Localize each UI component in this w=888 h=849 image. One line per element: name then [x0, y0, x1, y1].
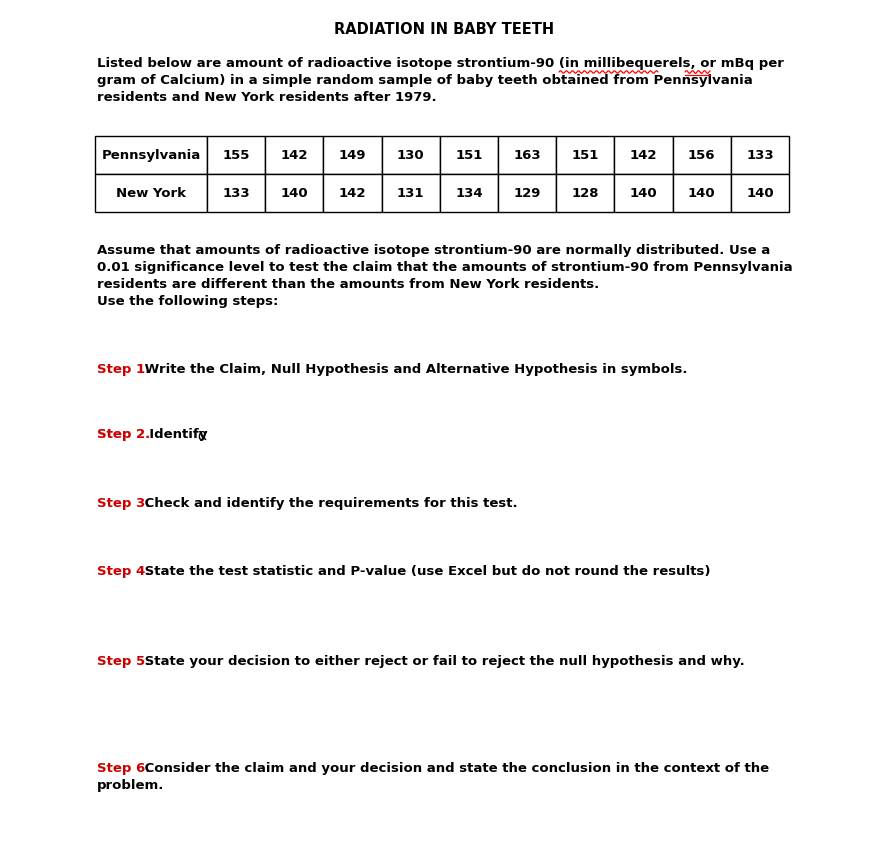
Text: 142: 142 — [338, 187, 366, 200]
Text: 142: 142 — [630, 149, 657, 161]
Text: 133: 133 — [222, 187, 250, 200]
Bar — [323, 174, 382, 212]
Text: Step 5.: Step 5. — [97, 655, 150, 668]
Text: State the test statistic and P-value (use Excel but do not round the results): State the test statistic and P-value (us… — [140, 565, 710, 578]
Bar — [556, 174, 614, 212]
Text: Step 2.: Step 2. — [97, 428, 150, 441]
Text: 156: 156 — [688, 149, 716, 161]
Text: Use the following steps:: Use the following steps: — [97, 295, 278, 308]
Text: 140: 140 — [281, 187, 308, 200]
Text: gram of Calcium) in a simple random sample of baby teeth obtained from Pennsylva: gram of Calcium) in a simple random samp… — [97, 74, 753, 87]
Text: 151: 151 — [456, 149, 482, 161]
Text: RADIATION IN BABY TEETH: RADIATION IN BABY TEETH — [334, 22, 554, 37]
Text: Step 4.: Step 4. — [97, 565, 150, 578]
Bar — [95, 174, 207, 212]
Text: Step 2.  Identify: Step 2. Identify — [97, 428, 222, 441]
Text: 0.01 significance level to test the claim that the amounts of strontium-90 from : 0.01 significance level to test the clai… — [97, 261, 793, 274]
Text: α: α — [198, 428, 208, 443]
Text: residents and New York residents after 1979.: residents and New York residents after 1… — [97, 91, 437, 104]
Bar — [95, 136, 207, 174]
Text: 163: 163 — [513, 149, 541, 161]
Text: New York: New York — [116, 187, 186, 200]
Bar — [440, 136, 498, 174]
Text: 133: 133 — [746, 149, 773, 161]
Text: Check and identify the requirements for this test.: Check and identify the requirements for … — [140, 497, 518, 510]
Text: State your decision to either reject or fail to reject the null hypothesis and w: State your decision to either reject or … — [140, 655, 745, 668]
Bar — [440, 174, 498, 212]
Text: problem.: problem. — [97, 779, 164, 792]
Bar — [731, 174, 789, 212]
Bar — [672, 136, 731, 174]
Bar — [672, 174, 731, 212]
Bar — [382, 136, 440, 174]
Text: Step 2.: Step 2. — [97, 428, 150, 441]
Bar — [207, 136, 266, 174]
Text: 131: 131 — [397, 187, 424, 200]
Text: 149: 149 — [338, 149, 366, 161]
Text: 134: 134 — [455, 187, 483, 200]
Text: Pennsylvania: Pennsylvania — [101, 149, 201, 161]
Text: 151: 151 — [572, 149, 599, 161]
Text: 140: 140 — [630, 187, 657, 200]
Bar — [556, 136, 614, 174]
Text: Identify: Identify — [140, 428, 212, 441]
Bar — [614, 136, 672, 174]
Text: 129: 129 — [513, 187, 541, 200]
Text: 142: 142 — [281, 149, 308, 161]
Text: 128: 128 — [572, 187, 599, 200]
Text: Step 1.: Step 1. — [97, 363, 150, 376]
Text: Step 3.: Step 3. — [97, 497, 150, 510]
Bar — [498, 136, 556, 174]
Text: Write the Claim, Null Hypothesis and Alternative Hypothesis in symbols.: Write the Claim, Null Hypothesis and Alt… — [140, 363, 687, 376]
Text: Consider the claim and your decision and state the conclusion in the context of : Consider the claim and your decision and… — [140, 762, 769, 775]
Bar — [614, 174, 672, 212]
Text: Listed below are amount of radioactive isotope strontium-90 (in millibequerels, : Listed below are amount of radioactive i… — [97, 57, 784, 70]
Bar — [731, 136, 789, 174]
Text: 140: 140 — [746, 187, 773, 200]
Text: Step 6.: Step 6. — [97, 762, 150, 775]
Text: 155: 155 — [222, 149, 250, 161]
Text: 140: 140 — [688, 187, 716, 200]
Text: residents are different than the amounts from New York residents.: residents are different than the amounts… — [97, 278, 599, 291]
Bar — [498, 174, 556, 212]
Bar — [207, 174, 266, 212]
Bar — [266, 174, 323, 212]
Bar — [266, 136, 323, 174]
Bar — [323, 136, 382, 174]
Text: Assume that amounts of radioactive isotope strontium-90 are normally distributed: Assume that amounts of radioactive isoto… — [97, 244, 770, 257]
Bar — [382, 174, 440, 212]
Text: 130: 130 — [397, 149, 424, 161]
